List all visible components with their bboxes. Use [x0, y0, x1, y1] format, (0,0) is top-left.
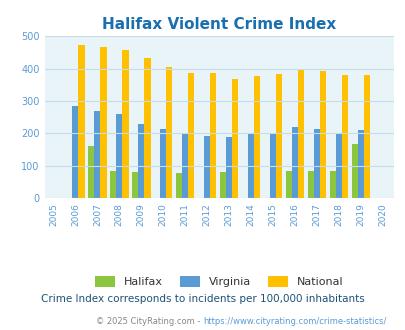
Bar: [138, 124, 144, 198]
Bar: [226, 137, 232, 198]
Bar: [291, 127, 297, 198]
Legend: Halifax, Virginia, National: Halifax, Virginia, National: [90, 271, 348, 293]
Bar: [335, 133, 341, 198]
Bar: [122, 50, 128, 198]
Bar: [313, 129, 319, 198]
Bar: [297, 70, 303, 198]
Bar: [144, 58, 150, 198]
Bar: [319, 71, 325, 198]
Bar: [116, 114, 122, 198]
Bar: [329, 171, 335, 198]
Bar: [72, 106, 78, 198]
Bar: [254, 76, 260, 198]
Bar: [269, 133, 275, 198]
Bar: [160, 129, 166, 198]
Bar: [357, 130, 363, 198]
Bar: [110, 171, 116, 198]
Bar: [363, 75, 369, 198]
Title: Halifax Violent Crime Index: Halifax Violent Crime Index: [102, 17, 335, 32]
Bar: [182, 133, 188, 198]
Bar: [210, 73, 216, 198]
Bar: [100, 47, 107, 198]
Bar: [275, 74, 281, 198]
Bar: [204, 136, 210, 198]
Text: © 2025 CityRating.com -: © 2025 CityRating.com -: [96, 317, 202, 326]
Bar: [341, 75, 347, 198]
Bar: [166, 67, 172, 198]
Bar: [351, 144, 357, 198]
Bar: [78, 45, 84, 198]
Bar: [94, 111, 100, 198]
Text: https://www.cityrating.com/crime-statistics/: https://www.cityrating.com/crime-statist…: [202, 317, 386, 326]
Bar: [188, 73, 194, 198]
Bar: [232, 79, 238, 198]
Bar: [247, 133, 254, 198]
Bar: [285, 171, 291, 198]
Bar: [88, 146, 94, 198]
Text: Crime Index corresponds to incidents per 100,000 inhabitants: Crime Index corresponds to incidents per…: [41, 294, 364, 304]
Bar: [175, 173, 182, 198]
Bar: [132, 172, 138, 198]
Bar: [220, 172, 226, 198]
Bar: [307, 171, 313, 198]
